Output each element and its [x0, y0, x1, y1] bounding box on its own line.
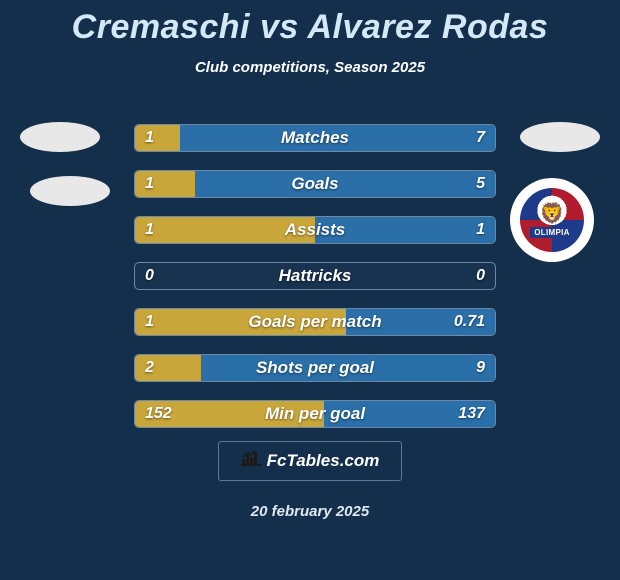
stat-value-right: 0.71 — [454, 313, 485, 331]
player-avatar-right-1 — [520, 122, 600, 152]
stat-label: Matches — [281, 128, 349, 148]
stat-value-right: 137 — [458, 405, 485, 423]
club-lion-icon: 🦁 — [540, 204, 565, 224]
bar-fill-right — [195, 171, 495, 197]
stat-value-left: 1 — [145, 175, 154, 193]
stats-bars-container: 1 Matches 7 1 Goals 5 1 Assists 1 0 Hattricks 0 1 Goa… — [134, 124, 496, 446]
stat-value-right: 7 — [476, 129, 485, 147]
footer-brand[interactable]: FcTables.com — [218, 441, 402, 481]
stat-value-right: 1 — [476, 221, 485, 239]
title-player-right: Alvarez Rodas — [308, 8, 549, 46]
stat-label: Hattricks — [279, 266, 352, 286]
stat-value-left: 0 — [145, 267, 154, 285]
title-player-left: Cremaschi — [72, 8, 250, 46]
stat-value-left: 1 — [145, 129, 154, 147]
stat-row: 1 Assists 1 — [134, 216, 496, 244]
stat-row: 2 Shots per goal 9 — [134, 354, 496, 382]
stat-row: 152 Min per goal 137 — [134, 400, 496, 428]
stat-label: Assists — [285, 220, 345, 240]
footer-brand-text: FcTables.com — [267, 451, 380, 471]
title-vs: vs — [260, 8, 299, 46]
player-avatar-left-2 — [30, 176, 110, 206]
stat-label: Min per goal — [265, 404, 365, 424]
club-logo-right: 🦁 OLIMPIA — [510, 178, 594, 262]
player-avatar-left-1 — [20, 122, 100, 152]
stat-label: Goals per match — [248, 312, 381, 332]
bar-fill-left — [135, 125, 180, 151]
stat-value-right: 0 — [476, 267, 485, 285]
stat-label: Shots per goal — [256, 358, 374, 378]
subtitle: Club competitions, Season 2025 — [0, 59, 620, 76]
stat-row: 1 Goals per match 0.71 — [134, 308, 496, 336]
stat-value-right: 9 — [476, 359, 485, 377]
stat-row: 0 Hattricks 0 — [134, 262, 496, 290]
club-name: OLIMPIA — [530, 227, 573, 238]
stat-value-left: 152 — [145, 405, 172, 423]
stat-value-left: 2 — [145, 359, 154, 377]
page-title: Cremaschi vs Alvarez Rodas — [0, 0, 620, 47]
stat-row: 1 Matches 7 — [134, 124, 496, 152]
stat-row: 1 Goals 5 — [134, 170, 496, 198]
stat-value-right: 5 — [476, 175, 485, 193]
stat-value-left: 1 — [145, 313, 154, 331]
stat-label: Goals — [291, 174, 338, 194]
date-label: 20 february 2025 — [251, 503, 369, 520]
stat-value-left: 1 — [145, 221, 154, 239]
chart-icon — [241, 450, 261, 473]
club-logo-inner: 🦁 OLIMPIA — [520, 188, 584, 252]
